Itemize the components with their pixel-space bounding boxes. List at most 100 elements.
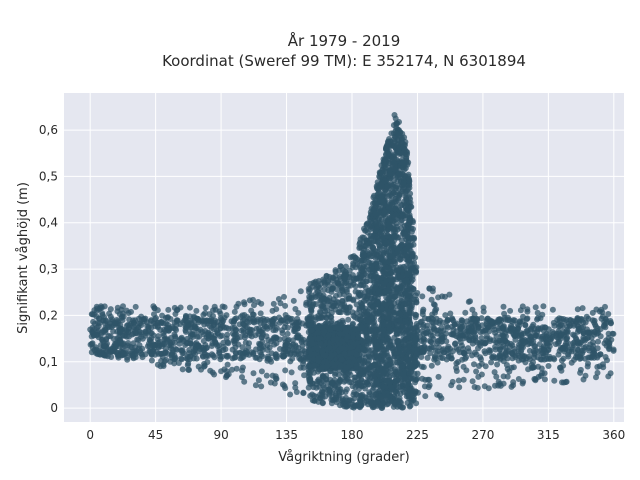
- data-point: [402, 346, 408, 353]
- data-point: [419, 293, 426, 300]
- data-point: [255, 299, 262, 305]
- data-point: [202, 304, 209, 311]
- data-point: [510, 382, 517, 389]
- data-point: [276, 314, 282, 321]
- data-point: [425, 384, 432, 391]
- data-point: [282, 302, 289, 309]
- data-point: [297, 288, 304, 295]
- data-point: [347, 344, 354, 351]
- data-point: [408, 397, 415, 404]
- data-point: [460, 376, 467, 383]
- data-point: [90, 332, 97, 339]
- data-point: [224, 361, 231, 368]
- data-point: [315, 278, 322, 284]
- data-point: [492, 346, 499, 353]
- data-point: [231, 332, 238, 339]
- data-point: [371, 250, 377, 257]
- data-point: [90, 318, 97, 325]
- data-point: [197, 326, 204, 333]
- data-point: [273, 353, 280, 360]
- data-point: [107, 306, 114, 313]
- data-point: [200, 311, 207, 318]
- data-point: [99, 310, 106, 317]
- data-point: [516, 344, 523, 351]
- data-point: [426, 285, 433, 292]
- data-point: [346, 379, 353, 385]
- data-point: [356, 245, 363, 251]
- data-point: [357, 299, 364, 306]
- data-point: [500, 303, 507, 310]
- data-point: [317, 394, 324, 401]
- data-point: [396, 119, 402, 125]
- data-point: [373, 326, 380, 333]
- data-point: [219, 319, 226, 326]
- data-point: [594, 364, 601, 370]
- data-point: [301, 372, 308, 379]
- data-point: [201, 360, 208, 367]
- data-point: [456, 349, 463, 356]
- data-point: [333, 292, 339, 299]
- data-point: [241, 334, 248, 341]
- data-point: [203, 353, 209, 360]
- data-point: [580, 347, 587, 354]
- data-point: [462, 332, 469, 339]
- data-point: [571, 332, 578, 339]
- data-point: [510, 364, 517, 371]
- data-point: [383, 288, 389, 295]
- data-point: [476, 363, 482, 369]
- data-point: [329, 277, 336, 284]
- data-point: [309, 391, 316, 398]
- data-point: [479, 322, 486, 329]
- data-point: [574, 306, 581, 313]
- data-point: [270, 300, 277, 307]
- data-point: [284, 330, 291, 337]
- data-point: [557, 323, 563, 329]
- data-point: [403, 271, 410, 278]
- data-point: [172, 354, 179, 361]
- data-point: [257, 310, 264, 317]
- data-point: [258, 368, 265, 375]
- data-point: [320, 303, 327, 310]
- data-point: [383, 144, 390, 151]
- data-point: [250, 296, 256, 303]
- data-point: [507, 307, 514, 314]
- data-point: [107, 333, 114, 340]
- data-point: [355, 293, 362, 300]
- data-point: [478, 335, 485, 341]
- data-point: [560, 362, 567, 369]
- data-point: [320, 311, 327, 318]
- data-point: [585, 354, 592, 361]
- data-point: [386, 189, 393, 196]
- data-point: [333, 394, 339, 401]
- data-point: [607, 370, 614, 377]
- data-point: [399, 139, 406, 146]
- data-point: [337, 263, 344, 270]
- data-point: [167, 345, 174, 352]
- data-point: [427, 332, 434, 339]
- data-point: [531, 334, 538, 341]
- data-point: [530, 359, 536, 366]
- data-point: [178, 355, 185, 362]
- data-point: [434, 391, 441, 398]
- data-point: [102, 325, 109, 332]
- data-point: [493, 333, 500, 340]
- data-point: [383, 151, 390, 158]
- data-point: [410, 241, 417, 248]
- data-point: [385, 344, 392, 351]
- data-point: [162, 335, 169, 342]
- data-point: [202, 317, 209, 324]
- data-point: [152, 351, 159, 358]
- data-point: [292, 306, 299, 312]
- data-point: [367, 277, 374, 284]
- data-point: [502, 345, 509, 351]
- data-point: [522, 322, 529, 329]
- data-point: [391, 286, 398, 293]
- data-point: [233, 315, 240, 322]
- data-point: [514, 326, 521, 333]
- data-point: [427, 350, 434, 357]
- data-point: [580, 376, 587, 383]
- data-point: [148, 357, 155, 364]
- data-point: [271, 320, 278, 327]
- data-point: [385, 259, 392, 266]
